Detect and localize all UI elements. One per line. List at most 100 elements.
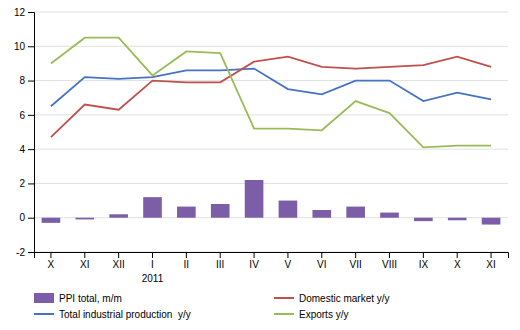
- x-tick-label: III: [216, 259, 224, 270]
- x-tick: III: [216, 252, 224, 270]
- x-tick-mark: [491, 252, 492, 258]
- bar: [312, 210, 331, 218]
- x-tick-mark: [50, 252, 51, 258]
- bar: [143, 197, 162, 218]
- annotation: 2011: [142, 273, 164, 284]
- legend-item: Exports y/y: [274, 309, 348, 320]
- line: [51, 57, 491, 138]
- y-tick: 10: [14, 41, 34, 52]
- x-tick: VI: [317, 252, 326, 270]
- y-tick-mark: [28, 46, 34, 47]
- y-tick-mark: [28, 218, 34, 219]
- x-tick-mark: [84, 252, 85, 258]
- bar: [75, 218, 94, 220]
- x-tick-label: XI: [486, 259, 495, 270]
- bar: [482, 218, 501, 225]
- y-tick-mark: [28, 183, 34, 184]
- y-tick-mark: [28, 149, 34, 150]
- legend-item: Domestic market y/y: [274, 293, 390, 304]
- y-tick-label: 8: [19, 75, 25, 86]
- legend-swatch: [34, 293, 54, 303]
- x-tick: XI: [486, 252, 495, 270]
- x-tick-label: VI: [317, 259, 326, 270]
- x-tick-label: II: [184, 259, 190, 270]
- x-tick: IX: [419, 252, 429, 270]
- y-tick-label: 12: [14, 7, 26, 18]
- x-tick-label: XII: [113, 259, 125, 270]
- legend-item: Total industrial production y/y: [34, 309, 191, 320]
- legend-label: Domestic market y/y: [299, 293, 390, 304]
- x-tick-mark: [220, 252, 221, 258]
- y-tick-label: 10: [14, 41, 26, 52]
- grid-line: [34, 183, 508, 184]
- y-tick: 8: [19, 75, 34, 86]
- marks: [42, 38, 501, 225]
- x-tick-label: I: [151, 259, 154, 270]
- bar: [109, 214, 128, 217]
- legend-swatch: [34, 313, 54, 315]
- x-tick-mark: [152, 252, 153, 258]
- bar-series: [42, 180, 501, 225]
- x-tick: X: [48, 252, 55, 270]
- x-tick: V: [285, 252, 292, 270]
- x-tick: I: [151, 252, 154, 270]
- x-tick-label: X: [48, 259, 55, 270]
- x-tick-label: IX: [419, 259, 429, 270]
- y-axis: -2 0 2 4 6 8 10 12: [14, 7, 35, 258]
- y-tick: 0: [19, 212, 34, 223]
- line: [51, 38, 491, 148]
- x-tick-mark: [287, 252, 288, 258]
- bar: [177, 207, 196, 218]
- y-tick-label: 4: [19, 144, 25, 155]
- plot: -2024681012XXIXIIIIIIIIIVVVIVIIVIIIIXXXI…: [14, 7, 509, 320]
- bar: [211, 204, 230, 218]
- y-tick-label: 0: [19, 212, 25, 223]
- bar: [380, 213, 399, 218]
- x-tick: II: [184, 252, 190, 270]
- x-tick-label: XI: [80, 259, 89, 270]
- x-tick-mark: [389, 252, 390, 258]
- chart: -2024681012XXIXIIIIIIIIIVVVIVIIVIIIIXXXI…: [0, 0, 520, 330]
- x-tick-mark: [423, 252, 424, 258]
- grid-line: [34, 46, 508, 47]
- y-tick-label: 2: [19, 178, 25, 189]
- legend-item: PPI total, m/m: [34, 293, 122, 304]
- grid-line: [34, 149, 508, 150]
- y-axis-line: [28, 13, 35, 253]
- x-tick: VII: [350, 252, 362, 270]
- legend: PPI total, m/m Total industrial productio…: [34, 293, 390, 320]
- x-axis: XXIXIIIIIIIIIVVVIVIIVIIIIXXXI: [35, 252, 509, 270]
- legend-swatch: [274, 313, 294, 315]
- grid-line: [34, 80, 508, 81]
- x-tick-mark: [321, 252, 322, 258]
- x-tick-mark: [118, 252, 119, 258]
- grid: [34, 12, 508, 252]
- x-tick-label: V: [285, 259, 292, 270]
- grid-line: [34, 114, 508, 115]
- y-tick-label: 6: [19, 110, 25, 121]
- legend-label: PPI total, m/m: [59, 293, 122, 304]
- y-tick: 2: [19, 178, 34, 189]
- grid-line: [34, 217, 508, 218]
- x-tick: XII: [113, 252, 125, 270]
- legend-label: Exports y/y: [299, 309, 348, 320]
- y-tick: 6: [19, 110, 34, 121]
- x-tick-label: IV: [249, 259, 259, 270]
- bar: [414, 218, 433, 221]
- x-tick-mark: [355, 252, 356, 258]
- legend-label: Total industrial production y/y: [59, 309, 191, 320]
- y-tick: -2: [16, 247, 34, 258]
- x-tick: VIII: [382, 252, 397, 270]
- legend-swatch: [274, 297, 294, 299]
- x-tick: IV: [249, 252, 259, 270]
- y-tick-mark: [28, 12, 34, 13]
- y-tick: 12: [14, 7, 34, 18]
- y-tick-mark: [28, 81, 34, 82]
- grid-line: [34, 12, 508, 13]
- x-axis-line: [35, 253, 509, 259]
- x-tick-mark: [186, 252, 187, 258]
- bar: [346, 207, 365, 218]
- y-tick-label: -2: [16, 247, 25, 258]
- x-tick-mark: [254, 252, 255, 258]
- bar: [448, 218, 467, 221]
